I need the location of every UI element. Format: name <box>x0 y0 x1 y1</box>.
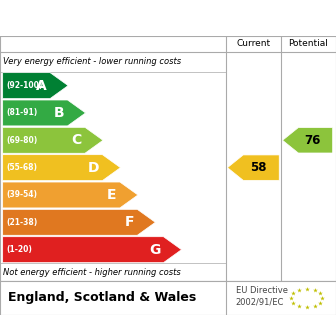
Text: (92-100): (92-100) <box>7 81 43 90</box>
Polygon shape <box>3 155 120 180</box>
Text: (69-80): (69-80) <box>7 136 38 145</box>
Text: (39-54): (39-54) <box>7 191 38 199</box>
Text: (81-91): (81-91) <box>7 108 38 117</box>
Text: EU Directive
2002/91/EC: EU Directive 2002/91/EC <box>236 286 288 307</box>
Polygon shape <box>3 100 86 126</box>
Polygon shape <box>227 155 279 180</box>
Text: Very energy efficient - lower running costs: Very energy efficient - lower running co… <box>3 57 181 66</box>
Text: D: D <box>88 161 99 175</box>
Polygon shape <box>283 128 333 153</box>
Text: C: C <box>71 133 82 147</box>
Polygon shape <box>3 182 138 208</box>
Polygon shape <box>3 127 103 153</box>
Text: G: G <box>149 243 160 257</box>
Text: Energy Efficiency Rating: Energy Efficiency Rating <box>10 10 220 26</box>
Text: A: A <box>36 79 47 93</box>
Text: (55-68): (55-68) <box>7 163 38 172</box>
Text: E: E <box>107 188 117 202</box>
Text: Not energy efficient - higher running costs: Not energy efficient - higher running co… <box>3 268 181 277</box>
Polygon shape <box>3 209 155 235</box>
Text: 76: 76 <box>304 134 321 147</box>
Text: Current: Current <box>236 39 270 49</box>
Text: F: F <box>124 215 134 229</box>
Polygon shape <box>3 73 68 99</box>
Text: (1-20): (1-20) <box>7 245 33 254</box>
Text: 58: 58 <box>250 161 266 174</box>
Polygon shape <box>3 237 181 263</box>
Text: Potential: Potential <box>289 39 328 49</box>
Text: (21-38): (21-38) <box>7 218 38 227</box>
Text: England, Scotland & Wales: England, Scotland & Wales <box>8 291 197 305</box>
Text: B: B <box>53 106 64 120</box>
